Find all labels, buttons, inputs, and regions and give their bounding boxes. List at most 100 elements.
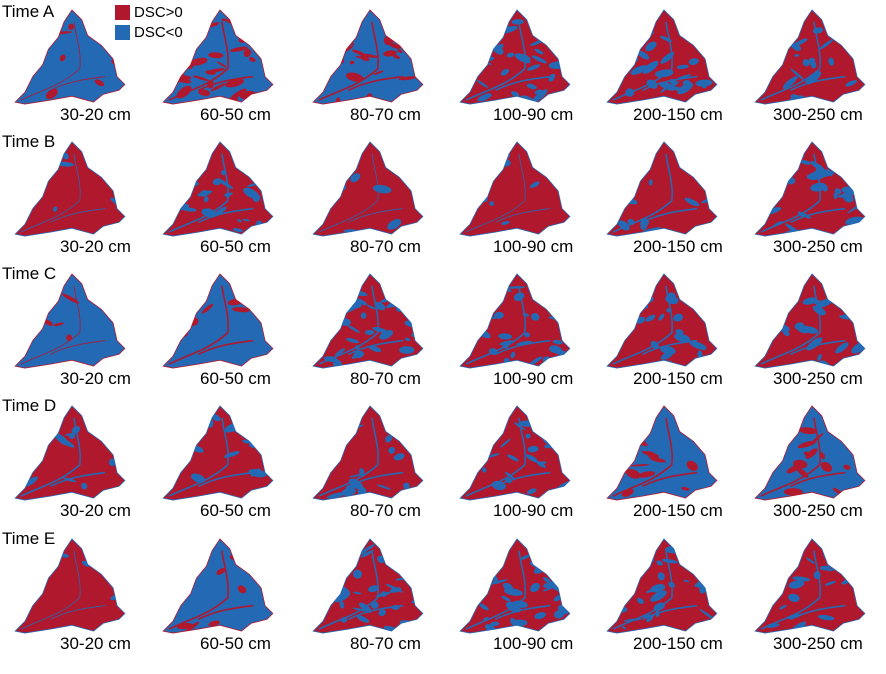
- dsc-patch: [235, 28, 245, 34]
- dsc-patch: [178, 582, 194, 589]
- dsc-patch: [183, 307, 191, 314]
- catchment-area: [313, 273, 423, 369]
- catchment-area: [755, 141, 865, 237]
- dsc-patch: [789, 17, 797, 24]
- dsc-patch: [791, 43, 802, 51]
- depth-label: 30-20 cm: [60, 237, 131, 256]
- dsc-patch: [632, 431, 641, 437]
- dsc-patch: [482, 616, 489, 621]
- dsc-patch: [361, 549, 374, 558]
- dsc-map: [162, 273, 274, 369]
- dsc-patch: [478, 427, 495, 433]
- dsc-patch: [805, 71, 822, 85]
- dsc-patch: [370, 601, 379, 609]
- dsc-patch: [229, 278, 246, 287]
- stream-network: [760, 153, 846, 233]
- dsc-patch: [625, 58, 631, 64]
- dsc-patch: [550, 36, 560, 45]
- dsc-patch: [553, 595, 562, 602]
- dsc-patch: [843, 464, 851, 470]
- stream-network: [465, 285, 551, 365]
- dsc-patch: [837, 191, 856, 198]
- dsc-patch: [548, 73, 556, 82]
- depth-label: 80-70 cm: [350, 105, 421, 124]
- dsc-patch: [323, 304, 339, 317]
- dsc-patch: [825, 417, 833, 425]
- dsc-patch: [530, 39, 544, 46]
- dsc-patch: [530, 583, 540, 593]
- dsc-patch: [355, 298, 368, 306]
- dsc-map: [14, 9, 126, 105]
- dsc-patch: [173, 31, 186, 40]
- dsc-patch: [852, 279, 863, 288]
- dsc-patch: [683, 579, 690, 583]
- dsc-patch: [524, 332, 530, 338]
- dsc-patch: [353, 569, 363, 579]
- dsc-patch: [243, 158, 252, 164]
- dsc-patch: [802, 326, 819, 334]
- dsc-patch: [232, 228, 244, 233]
- depth-label: 80-70 cm: [350, 634, 421, 653]
- dsc-patch: [404, 337, 411, 342]
- catchment-edge: [606, 141, 718, 237]
- catchment-area: [460, 273, 570, 369]
- dsc-patch: [221, 18, 229, 22]
- dsc-patch: [506, 52, 515, 58]
- dsc-patch: [367, 305, 376, 310]
- depth-label: 30-20 cm: [60, 105, 131, 124]
- dsc-patch: [772, 181, 788, 185]
- dsc-patch: [625, 469, 641, 479]
- dsc-patch: [237, 585, 247, 594]
- dsc-patch: [850, 297, 865, 306]
- dsc-patch: [500, 438, 511, 448]
- catchment-edge: [606, 538, 718, 634]
- dsc-patch: [554, 610, 565, 619]
- stream-network: [465, 417, 551, 497]
- catchment-area: [163, 405, 273, 501]
- dsc-patch: [398, 410, 409, 420]
- dsc-patch: [334, 348, 346, 356]
- dsc-patch: [500, 68, 509, 76]
- catchment-edge: [162, 405, 274, 501]
- dsc-patch: [181, 207, 197, 212]
- row-label: Time D: [2, 396, 57, 415]
- catchment-edge: [162, 9, 274, 105]
- dsc-patch: [484, 418, 496, 428]
- stream-network: [318, 285, 404, 365]
- dsc-patch: [53, 322, 64, 327]
- stream-network: [20, 285, 106, 365]
- dsc-patch: [537, 412, 544, 417]
- dsc-map: [459, 9, 571, 105]
- dsc-patch: [242, 22, 248, 27]
- dsc-patch: [531, 313, 540, 321]
- dsc-patch: [393, 453, 405, 461]
- dsc-patch: [248, 148, 259, 158]
- catchment-area: [607, 9, 717, 105]
- catchment-edge: [459, 538, 571, 634]
- dsc-patch: [230, 46, 248, 52]
- dsc-patch: [637, 50, 650, 60]
- dsc-patch: [630, 65, 648, 75]
- dsc-patch: [181, 163, 195, 176]
- depth-label: 100-90 cm: [493, 237, 574, 256]
- dsc-map: [162, 9, 274, 105]
- depth-label: 80-70 cm: [350, 369, 421, 388]
- dsc-patch: [186, 411, 201, 419]
- dsc-patch: [490, 621, 500, 627]
- dsc-patch: [213, 206, 227, 217]
- dsc-patch: [379, 329, 394, 340]
- dsc-patch: [27, 562, 38, 571]
- dsc-patch: [657, 572, 665, 581]
- catchment-edge: [14, 538, 126, 634]
- dsc-patch: [790, 68, 804, 80]
- dsc-patch: [336, 433, 345, 440]
- dsc-patch: [817, 354, 822, 361]
- dsc-map: [312, 405, 424, 501]
- depth-label: 60-50 cm: [200, 369, 271, 388]
- dsc-patch: [252, 194, 261, 202]
- dsc-patch: [819, 39, 834, 50]
- stream-network: [465, 550, 551, 630]
- dsc-patch: [478, 436, 498, 441]
- catchment-area: [163, 273, 273, 369]
- dsc-patch: [673, 313, 684, 322]
